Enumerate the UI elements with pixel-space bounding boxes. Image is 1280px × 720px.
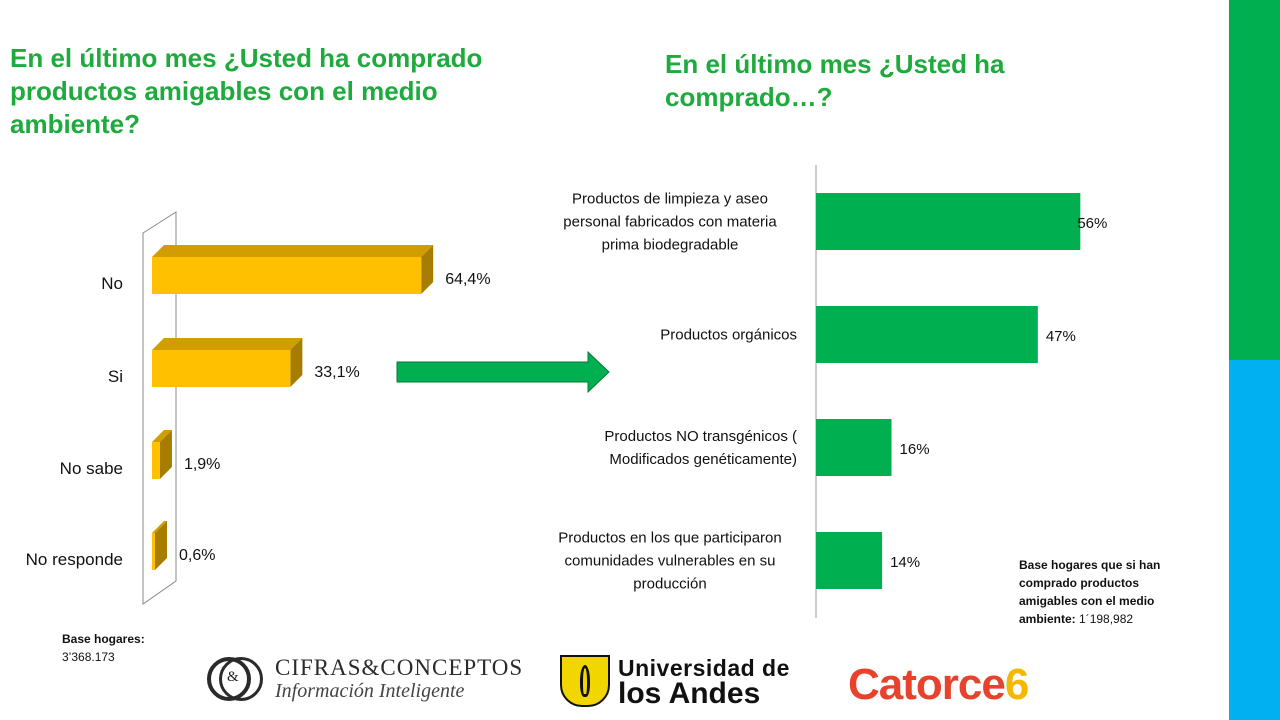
- base-note-left: Base hogares: 3’368.173: [62, 630, 202, 666]
- bar: [816, 419, 892, 476]
- category-label-line: Productos orgánicos: [660, 327, 797, 344]
- catorce6-number: 6: [1004, 660, 1030, 709]
- base-note-right: Base hogares que si han comprado product…: [1019, 556, 1199, 628]
- value-label: 47%: [1046, 328, 1076, 345]
- left-bar-chart: No 64,4% Si 33,1% No sabe 1,9% No responde 0,6%: [26, 211, 491, 605]
- bar-side-face: [159, 430, 172, 479]
- value-label: 33,1%: [314, 364, 359, 381]
- value-label: 16%: [900, 441, 930, 458]
- bar: [152, 533, 155, 570]
- category-label-line: Productos de limpieza y aseo: [572, 191, 768, 208]
- category-label-line: Productos NO transgénicos (: [604, 428, 797, 445]
- base-note-left-value: 3’368.173: [62, 650, 115, 664]
- left-chart-title: En el último mes ¿Usted ha comprado prod…: [10, 43, 483, 139]
- category-label-line: prima biodegradable: [602, 237, 739, 254]
- bar-top-face: [152, 338, 303, 350]
- chart-back-wall: [142, 211, 177, 605]
- category-label: Si: [108, 367, 123, 386]
- bar: [152, 442, 160, 479]
- value-label: 14%: [890, 554, 920, 571]
- value-label: 64,4%: [445, 271, 490, 288]
- bar: [816, 306, 1038, 363]
- cifras-ring2-icon: [219, 657, 263, 701]
- bar-side-face: [155, 521, 167, 570]
- uniandes-line2: los Andes: [618, 677, 761, 710]
- base-note-right-value: 1´198,982: [1075, 612, 1134, 626]
- bar-side-face: [421, 245, 434, 294]
- category-label: No sabe: [60, 459, 123, 478]
- cifras-conceptos-logo: & CIFRAS&CONCEPTOS Información Inteligen…: [207, 655, 537, 707]
- catorce6-text: Catorce: [848, 660, 1006, 709]
- category-label-line: Modificados genéticamente): [609, 451, 797, 468]
- uniandes-logo: Universidad de los Andes: [560, 655, 822, 711]
- bar: [816, 193, 1081, 250]
- right-chart-title: En el último mes ¿Usted ha comprado…?: [665, 49, 1005, 112]
- category-label-line: comunidades vulnerables en su: [565, 553, 776, 570]
- category-label-line: Productos en los que participaron: [558, 530, 781, 547]
- bar-top-face: [152, 245, 434, 257]
- base-note-right-label: Base hogares que si han comprado product…: [1019, 558, 1161, 626]
- uniandes-line1: Universidad de: [618, 655, 790, 681]
- bar-side-face: [290, 338, 303, 387]
- bar: [152, 350, 291, 387]
- cifras-amp: &: [227, 669, 239, 685]
- bar-top-face: [152, 430, 172, 442]
- value-label: 1,9%: [184, 456, 220, 473]
- category-label-line: personal fabricados con materia: [563, 214, 777, 231]
- bar: [152, 257, 422, 294]
- cifras-tagline: Información Inteligente: [275, 680, 465, 702]
- bar: [816, 532, 883, 589]
- uniandes-shield-icon: [560, 655, 610, 707]
- base-note-left-label: Base hogares:: [62, 632, 145, 646]
- category-label-line: producción: [633, 576, 706, 593]
- transition-arrow-icon: [396, 350, 610, 394]
- side-stripe-green: [1229, 0, 1280, 360]
- arrow-shape: [396, 350, 610, 394]
- catorce6-logo: Catorce6: [848, 660, 1138, 712]
- right-bar-chart: 56% Productos de limpieza y aseo personal …: [558, 165, 1107, 618]
- value-label: 56%: [1077, 215, 1107, 232]
- bar-top-face: [152, 521, 167, 533]
- category-label: No: [101, 274, 123, 293]
- side-stripe-blue: [1229, 360, 1280, 720]
- cifras-name: CIFRAS&CONCEPTOS: [275, 655, 524, 680]
- category-label: No responde: [26, 550, 123, 569]
- catorce6-wordmark: Catorce6: [848, 660, 1030, 710]
- value-label: 0,6%: [179, 547, 215, 564]
